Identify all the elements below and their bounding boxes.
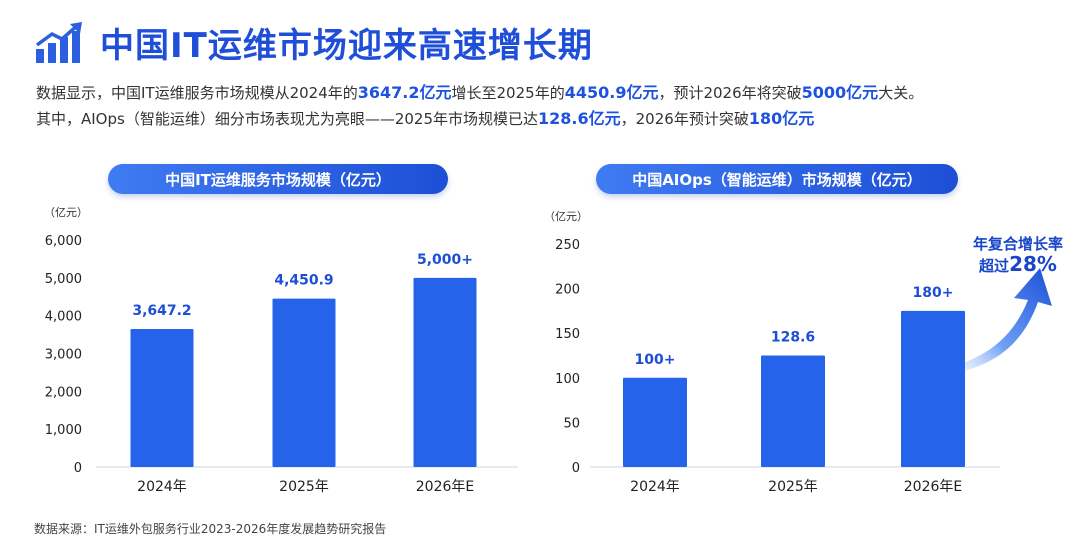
y-tick-label: 6,000 — [45, 234, 82, 249]
y-tick-label: 100 — [555, 372, 580, 387]
bar-value-label: 180+ — [913, 285, 954, 301]
intro-text-segment: 增长至2025年的 — [451, 84, 565, 102]
bar-value-label: 100+ — [635, 352, 676, 368]
y-tick-label: 150 — [555, 327, 580, 342]
x-tick-label: 2024年 — [630, 479, 680, 495]
bar-value-label: 5,000+ — [417, 252, 473, 268]
bar — [413, 277, 477, 467]
y-tick-label: 1,000 — [45, 423, 82, 438]
chart-title-aiops: 中国AIOps（智能运维）市场规模（亿元） — [596, 164, 958, 194]
bar-value-label: 128.6 — [771, 330, 815, 346]
highlight-value: 4450.9亿元 — [564, 83, 659, 102]
cagr-annotation: 年复合增长率 超过28% — [968, 234, 1068, 276]
chart-title-it-ops: 中国IT运维服务市场规模（亿元） — [108, 164, 448, 194]
y-tick-label: 3,000 — [45, 348, 82, 363]
cagr-prefix: 超过 — [979, 257, 1010, 275]
bar — [761, 355, 825, 467]
bar — [901, 310, 965, 467]
y-tick-label: 2,000 — [45, 385, 82, 400]
y-tick-label: 0 — [572, 461, 580, 476]
cagr-label: 年复合增长率 — [972, 235, 1063, 253]
highlight-value: 180亿元 — [748, 109, 815, 128]
y-tick-label: 250 — [555, 238, 580, 253]
bar-chart-growth-icon — [35, 21, 82, 63]
x-tick-label: 2026年E — [904, 479, 962, 495]
y-tick-label: 0 — [74, 461, 82, 476]
y-tick-label: 4,000 — [45, 310, 82, 325]
intro-line-2: 其中，AIOps（智能运维）细分市场表现尤为亮眼——2025年市场规模已达128… — [36, 106, 923, 132]
y-unit-label: （亿元） — [44, 206, 88, 219]
highlight-value: 5000亿元 — [801, 83, 879, 102]
intro-text-segment: 大关。 — [878, 84, 924, 102]
cagr-value-line: 超过28% — [968, 254, 1068, 276]
y-tick-label: 200 — [555, 283, 580, 298]
x-tick-label: 2025年 — [279, 479, 329, 495]
intro-text-segment: ，2026年预计突破 — [620, 110, 749, 128]
page-title: 中国IT运维市场迎来高速增长期 — [100, 26, 593, 66]
bar — [623, 377, 687, 467]
x-tick-label: 2024年 — [137, 479, 187, 495]
data-source: 数据来源：IT运维外包服务行业2023-2026年度发展趋势研究报告 — [34, 522, 387, 536]
intro-text: 数据显示，中国IT运维服务市场规模从2024年的3647.2亿元增长至2025年… — [36, 80, 923, 132]
highlight-value: 3647.2亿元 — [357, 83, 452, 102]
bar — [130, 329, 194, 467]
intro-text-segment: ，预计2026年将突破 — [658, 84, 802, 102]
intro-text-segment: 其中，AIOps（智能运维）细分市场表现尤为亮眼——2025年市场规模已达 — [36, 110, 539, 128]
x-tick-label: 2026年E — [416, 479, 474, 495]
growth-arrow-icon — [925, 268, 1052, 378]
page-header: 中国IT运维市场迎来高速增长期 — [34, 18, 593, 67]
y-tick-label: 50 — [563, 416, 580, 431]
intro-line-1: 数据显示，中国IT运维服务市场规模从2024年的3647.2亿元增长至2025年… — [36, 80, 923, 106]
y-tick-label: 5,000 — [45, 272, 82, 287]
bar — [272, 298, 336, 467]
cagr-value: 28% — [1009, 252, 1057, 276]
y-unit-label: （亿元） — [544, 210, 588, 223]
highlight-value: 128.6亿元 — [538, 109, 621, 128]
intro-text-segment: 数据显示，中国IT运维服务市场规模从2024年的 — [36, 84, 358, 102]
bar-value-label: 4,450.9 — [274, 273, 333, 289]
bar-value-label: 3,647.2 — [132, 303, 191, 319]
x-tick-label: 2025年 — [768, 479, 818, 495]
